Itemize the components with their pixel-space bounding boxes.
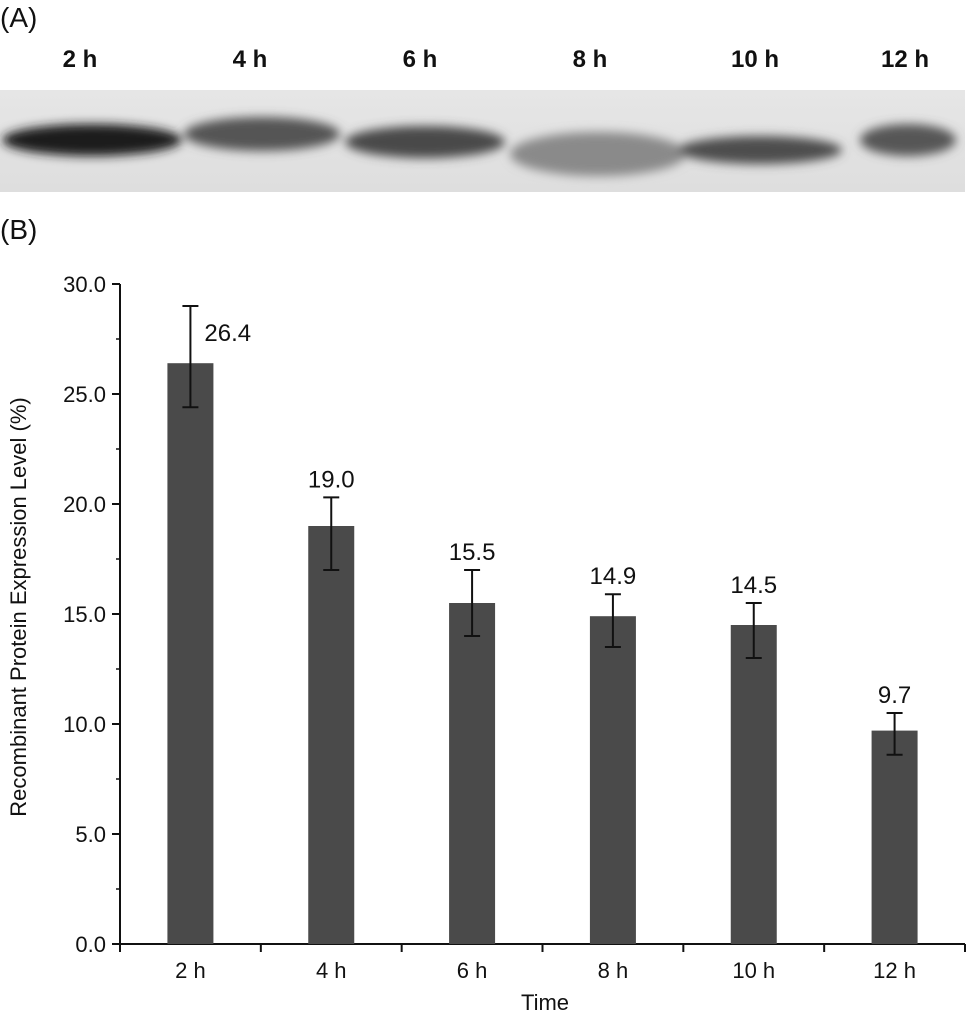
blot-lane-label: 2 h: [62, 46, 98, 73]
data-label: 9.7: [878, 682, 911, 709]
x-tick-label: 6 h: [457, 958, 488, 983]
x-ticks: 2 h 4 h 6 h 8 h 10 h 12 h: [119, 944, 966, 983]
y-tick-label: 10.0: [63, 712, 106, 737]
y-tick-label: 15.0: [63, 602, 106, 627]
panel-a-label: (A): [0, 2, 38, 33]
blot-band: [2, 124, 182, 156]
y-tick-label: 20.0: [63, 492, 106, 517]
data-label: 14.9: [590, 563, 637, 590]
western-blot-image: [0, 90, 965, 192]
panel-b-label: (B): [0, 214, 38, 245]
blot-lane-label: 8 h: [572, 46, 608, 73]
bar: [449, 603, 496, 944]
y-axis-label: Recombinant Protein Expression Level (%): [6, 397, 31, 816]
blot-lane-label: 4 h: [232, 46, 268, 73]
bars: [167, 363, 918, 944]
blot-band: [678, 136, 842, 164]
data-label: 14.5: [730, 572, 777, 599]
y-tick-label: 30.0: [63, 272, 106, 297]
y-ticks: 0.0 5.0 10.0 15.0 20.0 25.0 30.0: [63, 272, 120, 957]
blot-lane-label: 12 h: [880, 46, 930, 73]
bar: [871, 730, 918, 944]
blot-band: [510, 132, 686, 176]
y-tick-label: 5.0: [75, 822, 106, 847]
blot-band: [345, 126, 505, 158]
x-tick-label: 10 h: [732, 958, 775, 983]
blot-lane-label: 10 h: [730, 46, 780, 73]
bar: [167, 363, 214, 944]
error-bars: [182, 305, 903, 756]
y-tick-label: 25.0: [63, 382, 106, 407]
blot-band: [860, 124, 956, 156]
x-tick-label: 8 h: [598, 958, 629, 983]
x-tick-label: 12 h: [873, 958, 916, 983]
x-tick-label: 2 h: [175, 958, 206, 983]
data-label: 15.5: [449, 539, 496, 566]
bar: [730, 625, 777, 944]
data-label: 19.0: [308, 466, 355, 493]
x-tick-label: 4 h: [316, 958, 347, 983]
value-labels: 26.4 19.0 15.5 14.9 14.5 9.7: [204, 320, 911, 709]
x-axis-label: Time: [521, 990, 569, 1015]
blot-lane-label: 6 h: [402, 46, 438, 73]
bar: [589, 616, 636, 944]
bar-chart: 26.4 19.0 15.5 14.9 14.5 9.7 2 h 4 h 6 h 8 h 10 h…: [6, 272, 966, 1015]
data-label: 26.4: [204, 320, 251, 347]
axes: [119, 284, 965, 945]
bar: [308, 526, 355, 944]
y-tick-label: 0.0: [75, 932, 106, 957]
blot-band: [184, 117, 340, 151]
